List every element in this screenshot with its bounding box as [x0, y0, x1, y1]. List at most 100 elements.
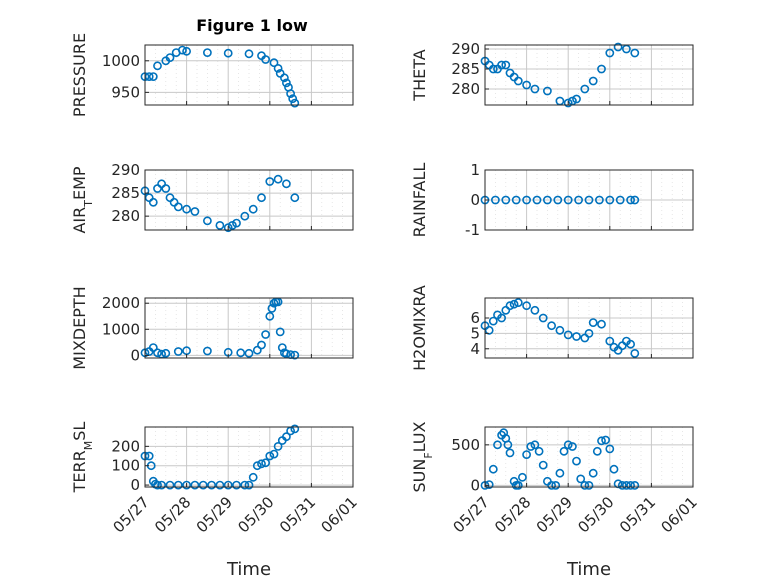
data-point [161, 348, 171, 358]
data-point [605, 336, 615, 346]
data-point [630, 48, 640, 58]
data-point [190, 207, 200, 216]
y-tick-label: 280 [451, 80, 480, 98]
data-point [580, 84, 590, 94]
data-point [626, 195, 635, 205]
data-point [532, 195, 542, 205]
y-tick-label: 200 [111, 437, 140, 455]
y-axis-label: AIRTEMP [70, 166, 95, 233]
data-point [530, 305, 540, 315]
data-point [630, 480, 640, 490]
x-tick-label: 06/01 [318, 493, 361, 536]
data-point [547, 480, 556, 490]
data-point [630, 195, 640, 205]
data-point [513, 480, 523, 490]
data-point [572, 456, 581, 466]
data-point [553, 195, 563, 205]
data-point [615, 195, 625, 205]
y-tick-label: 5 [470, 324, 480, 342]
data-point [605, 195, 615, 205]
y-tick-label: -1 [465, 221, 480, 239]
data-point [584, 328, 594, 338]
data-point [281, 78, 291, 88]
data-point [563, 195, 573, 205]
data-point [584, 195, 594, 205]
data-point [265, 311, 275, 321]
data-point [273, 64, 283, 73]
data-point [551, 480, 561, 490]
data-point [497, 313, 506, 323]
y-tick-label: 0 [470, 191, 480, 209]
data-point [148, 343, 158, 352]
data-point [622, 480, 631, 490]
y-tick-label: 4 [470, 340, 480, 358]
data-point [215, 480, 225, 490]
data-point [202, 216, 212, 226]
data-point [269, 449, 279, 459]
data-point [173, 347, 183, 356]
data-point [153, 61, 162, 71]
data-point [597, 64, 606, 74]
data-point [595, 195, 604, 205]
data-point [275, 327, 285, 337]
x-tick-label: 05/30 [234, 493, 277, 536]
data-point [588, 318, 598, 327]
subplot-h2omixra: 456 H2OMIXRA [410, 285, 694, 371]
subplot-rainfall: -1 0 1 RAINFALL [410, 161, 694, 239]
data-point [574, 195, 583, 205]
data-point [597, 319, 606, 329]
data-point [182, 204, 191, 214]
data-point [597, 436, 606, 446]
data-point [630, 348, 640, 358]
data-point [281, 349, 291, 359]
data-point [538, 460, 548, 470]
data-point [588, 468, 598, 478]
data-point [503, 440, 513, 450]
data-point [601, 435, 610, 445]
data-point [563, 98, 573, 108]
data-point [609, 464, 619, 474]
data-point [182, 46, 191, 56]
data-point [223, 480, 233, 490]
data-point [505, 448, 515, 458]
axes-box [144, 297, 354, 359]
data-point [267, 303, 277, 313]
data-point [617, 480, 627, 490]
data-point [281, 432, 291, 442]
data-point [484, 325, 494, 335]
data-point [626, 339, 635, 349]
data-point [240, 211, 250, 221]
data-point [290, 98, 300, 108]
data-point [244, 480, 254, 490]
data-point [488, 316, 498, 326]
y-tick-label: 285 [111, 184, 140, 202]
data-point [202, 346, 212, 356]
data-point [290, 350, 300, 360]
data-point [526, 442, 536, 451]
x-tick-label: 05/28 [491, 493, 534, 536]
data-point [534, 446, 544, 456]
data-point [207, 480, 216, 490]
data-point [215, 220, 225, 230]
data-point [563, 330, 573, 340]
x-tick-label: 05/29 [193, 493, 236, 536]
data-point [592, 446, 602, 456]
x-tick-label: 05/31 [276, 493, 319, 536]
data-point [286, 89, 295, 98]
data-point [265, 177, 275, 186]
data-point [290, 424, 300, 434]
subplot-pressure: 950 1000 PRESSURE [70, 33, 354, 117]
y-axis-label: TERRMSL [70, 422, 95, 494]
data-point [248, 204, 258, 214]
data-point [538, 313, 548, 323]
data-point [493, 440, 502, 450]
data-point [288, 94, 298, 104]
data-point [273, 441, 283, 451]
y-tick-label: 6 [470, 309, 480, 327]
y-axis-label: H2OMIXRA [410, 285, 429, 371]
axes-box [144, 426, 354, 488]
data-point [613, 42, 623, 52]
data-point [202, 48, 212, 57]
